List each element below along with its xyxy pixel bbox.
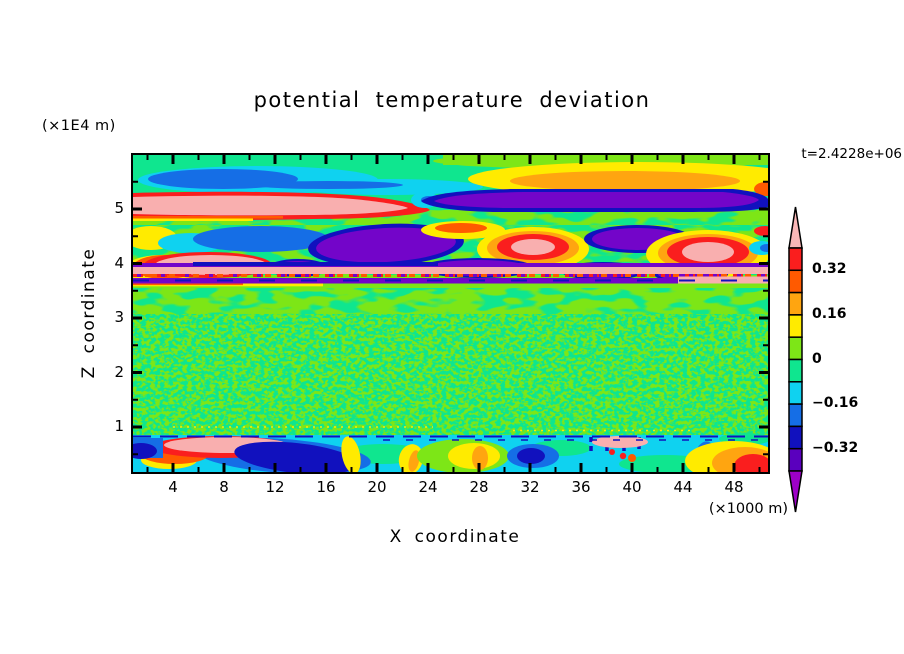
upper-warm-pool (468, 162, 768, 196)
y-axis-unit: (×1E4 m) (42, 118, 116, 134)
upper-warm-band (133, 191, 430, 221)
colorbar-tick-label: −0.32 (812, 439, 859, 456)
colorbar-segment (788, 358, 803, 383)
y-tick-label: 3 (114, 308, 124, 326)
plot-title: potential temperature deviation (253, 88, 651, 112)
x-tick-label: 12 (265, 478, 285, 496)
colorbar-segment (788, 314, 803, 338)
colorbar-tick-label: 0 (812, 350, 822, 367)
y-tick-label: 1 (114, 417, 124, 435)
lower-field (133, 288, 768, 435)
colorbar-arrow-bottom (788, 470, 803, 513)
x-tick-label: 8 (219, 478, 229, 496)
x-tick-label: 32 (520, 478, 540, 496)
axis-ticks (133, 155, 768, 472)
x-tick-label: 36 (571, 478, 591, 496)
upper-cold-pool (138, 166, 483, 195)
y-tick-label: 4 (114, 253, 124, 272)
colorbar-scale (788, 206, 803, 513)
boundary-layer (133, 433, 768, 472)
colorbar-segment (788, 336, 803, 361)
colorbar-segment (788, 425, 803, 450)
colorbar-segment (788, 269, 803, 294)
plot-frame (131, 153, 770, 474)
colorbar-segment (788, 247, 803, 272)
x-axis-title: X coordinate (389, 527, 521, 547)
colorbar-segment (788, 447, 803, 472)
colorbar-segment (788, 403, 803, 428)
colorbar-tick-label: 0.16 (812, 305, 847, 322)
x-tick-label: 20 (367, 478, 387, 496)
layered-stripes (133, 262, 768, 287)
contour-field (133, 155, 768, 472)
upper-cold-band (411, 189, 768, 212)
x-tick-label: 44 (673, 478, 693, 496)
colorbar-tick-label: −0.16 (812, 395, 859, 412)
x-axis-unit: (×1000 m) (708, 501, 788, 517)
x-tick-label: 40 (622, 478, 642, 496)
x-tick-label: 16 (316, 478, 336, 496)
x-tick-label: 4 (168, 478, 178, 496)
colorbar-segment (788, 381, 803, 405)
y-tick-label: 5 (114, 199, 124, 217)
colorbar-arrow-top (788, 206, 803, 249)
x-tick-label: 28 (469, 478, 489, 496)
colorbar: 0.32 0.16 0 −0.16 −0.32 (785, 206, 904, 518)
y-tick-label: 2 (114, 362, 124, 381)
colorbar-segment (788, 291, 803, 316)
x-tick-label: 24 (418, 478, 438, 496)
colorbar-tick-label: 0.32 (812, 261, 847, 278)
x-tick-label: 48 (724, 478, 744, 496)
time-label: t=2.4228e+06 (801, 146, 902, 162)
